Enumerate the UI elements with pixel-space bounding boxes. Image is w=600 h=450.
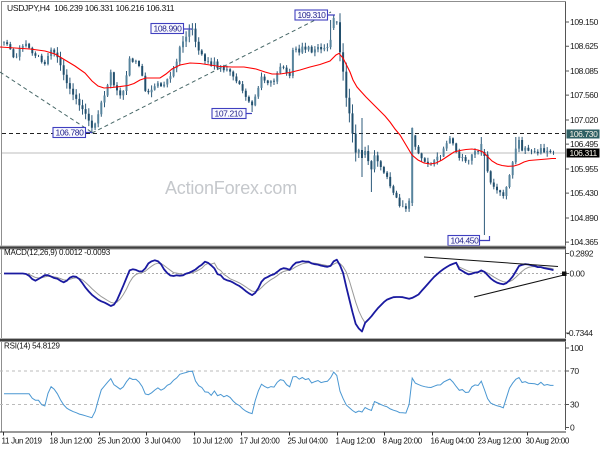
svg-text:108.085: 108.085 <box>570 66 599 76</box>
svg-text:106.780: 106.780 <box>56 127 85 137</box>
svg-text:RSI(14) 54.8129: RSI(14) 54.8129 <box>4 342 60 351</box>
svg-text:-0.7344: -0.7344 <box>567 328 594 338</box>
svg-text:ActionForex.com: ActionForex.com <box>165 178 297 198</box>
svg-text:0: 0 <box>570 423 575 433</box>
svg-text:109.150: 109.150 <box>570 17 599 27</box>
svg-text:70: 70 <box>570 366 579 376</box>
svg-text:108.625: 108.625 <box>570 41 599 51</box>
svg-text:11 Jun 2019: 11 Jun 2019 <box>2 437 43 446</box>
svg-text:1 Aug 12:00: 1 Aug 12:00 <box>336 437 376 446</box>
svg-text:106.311: 106.311 <box>570 148 598 158</box>
svg-text:USDJPY,H4 106.239 106.331 106: USDJPY,H4 106.239 106.331 106.216 106.31… <box>7 3 175 13</box>
svg-text:3 Jul 04:00: 3 Jul 04:00 <box>145 437 182 446</box>
svg-text:23 Aug 12:00: 23 Aug 12:00 <box>478 437 522 446</box>
svg-text:104.365: 104.365 <box>570 237 599 247</box>
svg-text:100: 100 <box>570 343 584 353</box>
svg-text:0.00: 0.00 <box>570 269 586 279</box>
svg-text:107.560: 107.560 <box>570 90 599 100</box>
svg-text:16 Aug 04:00: 16 Aug 04:00 <box>431 437 475 446</box>
svg-text:106.495: 106.495 <box>570 139 599 149</box>
svg-text:25 Jul 04:00: 25 Jul 04:00 <box>288 437 329 446</box>
svg-text:104.890: 104.890 <box>570 213 599 223</box>
svg-text:109.310: 109.310 <box>298 10 327 20</box>
svg-text:30 Aug 20:00: 30 Aug 20:00 <box>526 437 570 446</box>
svg-text:25 Jun 20:00: 25 Jun 20:00 <box>98 437 142 446</box>
svg-text:107.020: 107.020 <box>570 115 599 125</box>
svg-text:106.730: 106.730 <box>570 129 599 139</box>
svg-text:17 Jul 20:00: 17 Jul 20:00 <box>240 437 281 446</box>
svg-text:0.2892: 0.2892 <box>570 249 594 259</box>
svg-text:105.955: 105.955 <box>570 164 599 174</box>
svg-text:30: 30 <box>570 400 579 410</box>
svg-text:8 Aug 20:00: 8 Aug 20:00 <box>383 437 423 446</box>
svg-text:MACD(12,26,9) 0.0012 -0.0093: MACD(12,26,9) 0.0012 -0.0093 <box>4 248 111 257</box>
svg-text:18 Jun 12:00: 18 Jun 12:00 <box>50 437 94 446</box>
svg-text:105.430: 105.430 <box>570 188 599 198</box>
svg-text:107.210: 107.210 <box>215 108 244 118</box>
svg-text:108.990: 108.990 <box>154 23 183 33</box>
svg-text:10 Jul 12:00: 10 Jul 12:00 <box>193 437 234 446</box>
svg-text:104.450: 104.450 <box>451 235 480 245</box>
